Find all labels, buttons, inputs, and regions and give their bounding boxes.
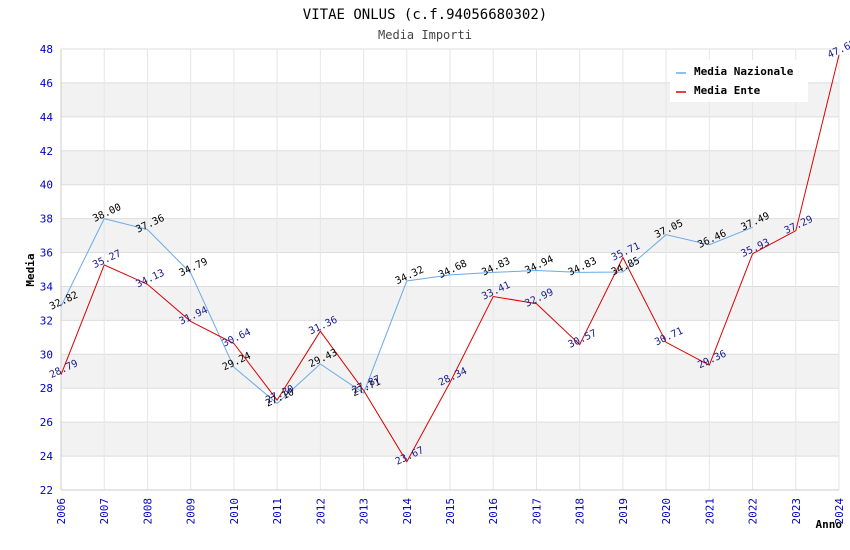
x-tick-label: 2024: [833, 498, 846, 525]
x-tick-label: 2014: [401, 498, 414, 525]
y-tick-label: 42: [40, 145, 53, 158]
chart-subtitle: Media Importi: [378, 28, 472, 42]
grid-lines: [60, 48, 840, 491]
x-tick-label: 2019: [617, 498, 630, 525]
y-tick-label: 34: [40, 280, 54, 293]
y-tick-label: 48: [40, 43, 53, 56]
x-tick-label: 2018: [574, 498, 587, 525]
y-tick-label: 30: [40, 348, 53, 361]
y-tick-label: 32: [40, 314, 53, 327]
data-label-nazionale: 34.32: [394, 264, 426, 287]
legend-label-media-nazionale: Media Nazionale: [694, 65, 794, 78]
y-tick-label: 22: [40, 484, 53, 497]
series-line-media-ente: [60, 54, 840, 463]
legend-label-media-ente: Media Ente: [694, 84, 761, 97]
x-axis-label: Anno: [816, 518, 843, 531]
data-label-nazionale: 34.83: [480, 256, 512, 279]
x-tick-label: 2006: [55, 498, 68, 525]
x-tick-label: 2017: [530, 498, 543, 525]
x-tick-label: 2013: [358, 498, 371, 525]
y-tick-label: 40: [40, 179, 53, 192]
y-tick-label: 26: [40, 416, 53, 429]
x-tick-label: 2016: [487, 498, 500, 525]
x-tick-label: 2021: [703, 498, 716, 525]
data-label-nazionale: 34.94: [523, 254, 555, 277]
x-tick-label: 2022: [747, 498, 760, 525]
chart-title: VITAE ONLUS (c.f.94056680302): [303, 7, 547, 23]
x-tick-label: 2008: [141, 498, 154, 525]
data-label-nazionale: 34.68: [437, 258, 469, 281]
y-axis-label: Media: [24, 253, 37, 286]
legend-box: [670, 60, 808, 102]
y-tick-label: 44: [40, 111, 54, 124]
x-tick-labels: 2006 2007 2008 2009 2010 2011 2012 2013 2014 2015…: [55, 498, 846, 525]
x-tick-label: 2009: [185, 498, 198, 525]
data-label-nazionale: 34.79: [178, 256, 210, 279]
y-tick-label: 24: [40, 450, 54, 463]
axes: [60, 49, 839, 491]
data-label-nazionale: 34.83: [567, 256, 599, 279]
y-tick-labels: 22 24 26 28 30 32 34 36 38 40 42 44 46 48: [40, 43, 54, 497]
x-tick-label: 2020: [660, 498, 673, 525]
series-lines: [60, 54, 840, 463]
x-tick-label: 2015: [444, 498, 457, 525]
data-label-ente: 30.57: [567, 328, 599, 351]
data-label-ente: 30.64: [221, 327, 253, 350]
x-tick-label: 2007: [98, 498, 111, 525]
x-tick-label: 2010: [228, 498, 241, 525]
y-tick-label: 28: [40, 382, 53, 395]
x-tick-label: 2012: [314, 498, 327, 525]
data-label-ente: 30.71: [653, 326, 685, 349]
y-tick-label: 36: [40, 247, 53, 260]
series-line-media-nazionale: [60, 218, 753, 405]
y-tick-label: 46: [40, 77, 53, 90]
y-tick-label: 38: [40, 213, 53, 226]
x-tick-label: 2011: [271, 498, 284, 525]
x-tick-label: 2023: [790, 498, 803, 525]
legend: Media Nazionale Media Ente: [670, 60, 808, 102]
